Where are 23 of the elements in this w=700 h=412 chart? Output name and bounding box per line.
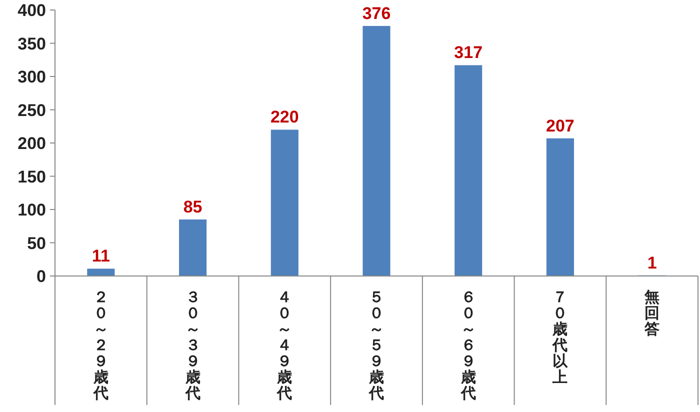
data-label: 376	[362, 4, 391, 23]
y-tick-label: 100	[18, 200, 46, 220]
data-label: 317	[454, 43, 483, 62]
y-tick-label: 200	[18, 134, 46, 153]
y-tick-label: 50	[27, 234, 46, 253]
y-tick-label: 300	[18, 68, 46, 86]
y-tick-label: 0	[36, 267, 46, 286]
x-tick-label: ５０～５９歳代	[368, 289, 384, 402]
data-label: 11	[92, 246, 110, 266]
y-tick-label: 350	[18, 34, 46, 54]
y-tick-label: 150	[18, 167, 46, 186]
data-label: 220	[270, 108, 299, 127]
data-label: 207	[546, 116, 574, 136]
x-tick-label: 無回答	[644, 289, 660, 338]
x-tick-label: ６０～６９歳代	[460, 289, 476, 402]
x-tick-label: ７０歳代以上	[552, 289, 569, 386]
y-tick-label: 250	[18, 100, 46, 120]
x-tick-label: ３０～３９歳代	[184, 289, 200, 402]
x-tick-label: ２０～２９歳代	[92, 289, 108, 402]
x-tick-label: ４０～４９歳代	[276, 289, 292, 402]
y-tick-label: 400	[18, 1, 46, 20]
data-label: 85	[183, 197, 202, 216]
data-label: 1	[647, 253, 657, 272]
